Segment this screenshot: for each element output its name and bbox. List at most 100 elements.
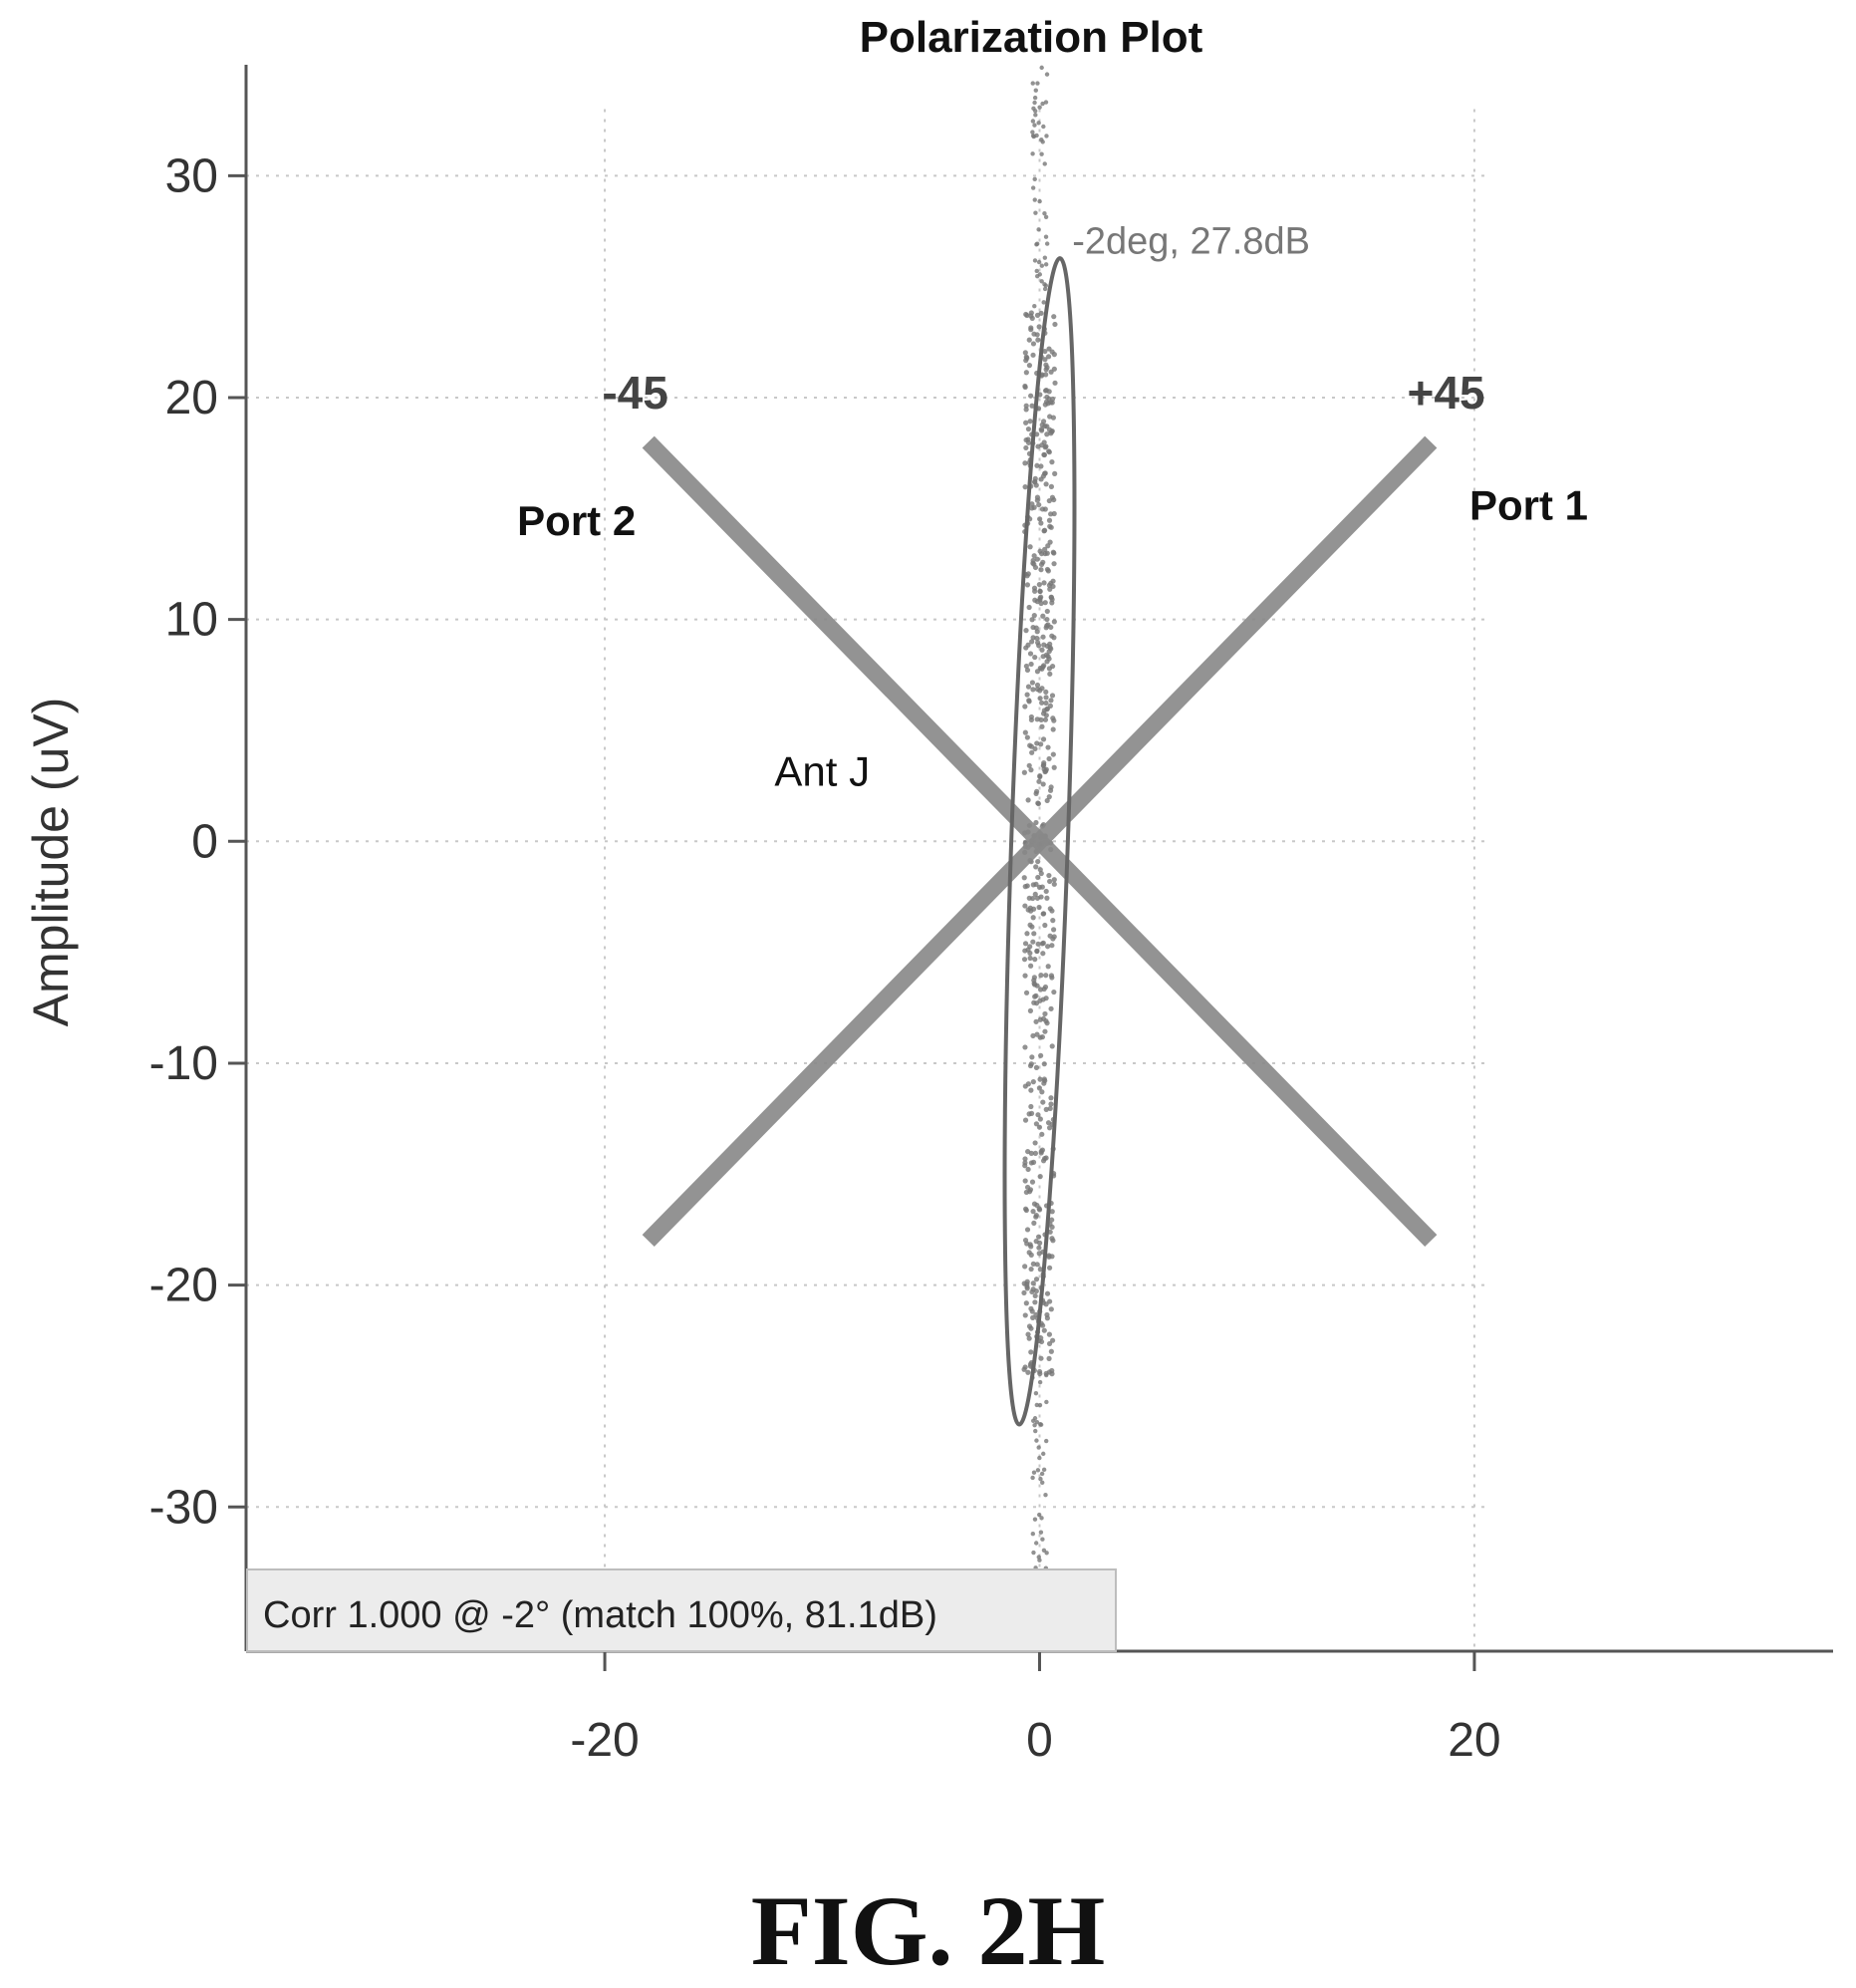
scatter-point — [1035, 858, 1041, 865]
scatter-point — [1051, 366, 1057, 372]
scatter-point — [1030, 895, 1036, 902]
scatter-point — [1039, 1516, 1044, 1521]
scatter-point — [1040, 1099, 1046, 1105]
scatter-point — [1022, 384, 1028, 391]
scatter-point — [1034, 1031, 1040, 1037]
scatter-point — [1051, 989, 1057, 995]
scatter-point — [1034, 629, 1040, 635]
scatter-point — [1025, 797, 1031, 803]
scatter-point — [1046, 1254, 1052, 1260]
scatter-point — [1025, 684, 1032, 690]
scatter-point — [1039, 700, 1045, 706]
annotation-port-2: Port 2 — [517, 497, 636, 544]
scatter-point — [1043, 234, 1049, 239]
scatter-point — [1038, 1530, 1044, 1535]
scatter-point — [1032, 123, 1037, 128]
scatter-point — [1035, 800, 1042, 807]
scatter-point — [1028, 1244, 1034, 1250]
scatter-point — [1037, 987, 1044, 993]
scatter-point — [1028, 713, 1034, 720]
scatter-point — [1024, 931, 1030, 937]
scatter-point — [1044, 608, 1050, 615]
y-tick-label: -10 — [149, 1037, 218, 1090]
scatter-point — [1043, 399, 1050, 405]
y-tick-label: -20 — [149, 1260, 218, 1312]
scatter-point — [1024, 734, 1030, 740]
scatter-point — [1035, 874, 1041, 881]
polarization-ellipse — [1002, 256, 1077, 1427]
scatter-point — [1043, 262, 1049, 267]
scatter-point — [1037, 1558, 1042, 1562]
y-tick-label: 20 — [165, 372, 218, 425]
scatter-point — [1038, 463, 1044, 469]
scatter-point — [1039, 279, 1044, 284]
scatter-point — [1031, 1470, 1037, 1475]
scatter-point — [1039, 1131, 1045, 1137]
scatter-point — [1036, 1085, 1043, 1091]
scatter-point — [1032, 1517, 1038, 1522]
scatter-point — [1023, 990, 1030, 995]
scatter-point — [1036, 121, 1041, 126]
scatter-point — [1030, 134, 1036, 139]
scatter-point — [1030, 151, 1035, 156]
scatter-point — [1042, 1010, 1048, 1017]
scatter-point — [1042, 600, 1048, 606]
scatter-point — [1038, 716, 1044, 723]
scatter-point — [1051, 877, 1057, 883]
scatter-point — [1032, 1422, 1037, 1428]
scatter-point — [1043, 689, 1049, 696]
scatter-point — [1034, 788, 1040, 794]
scatter-point — [1043, 768, 1049, 774]
scatter-point — [1037, 1379, 1043, 1385]
scatter-point — [1038, 1422, 1044, 1427]
scatter-point — [1024, 883, 1030, 889]
scatter-point — [1050, 927, 1057, 933]
scatter-point — [1022, 1156, 1028, 1162]
scatter-point — [1044, 797, 1050, 804]
scatter-point — [1039, 151, 1044, 156]
scatter-point — [1043, 367, 1049, 373]
scatter-point — [1022, 704, 1028, 710]
scatter-point — [1022, 1117, 1029, 1123]
scatter-point — [1026, 1250, 1032, 1256]
scatter-point — [1036, 259, 1042, 265]
scatter-point — [1029, 617, 1035, 623]
scatter-point — [1036, 324, 1042, 330]
scatter-point — [1032, 176, 1037, 182]
scatter-point — [1031, 906, 1037, 912]
scatter-point — [1041, 300, 1046, 305]
scatter-point — [1033, 113, 1038, 118]
scatter-point — [1043, 372, 1049, 378]
scatter-point — [1050, 726, 1056, 732]
scatter-point — [1039, 1471, 1045, 1477]
scatter-point — [1041, 528, 1047, 534]
scatter-point — [1033, 1064, 1040, 1070]
scatter-point — [1023, 1300, 1029, 1306]
x-tick-label: -20 — [570, 1714, 639, 1767]
scatter-point — [1026, 363, 1033, 369]
scatter-point — [1037, 1076, 1043, 1082]
scatter-point — [1021, 875, 1027, 881]
scatter-point — [1051, 881, 1057, 887]
scatter-point — [1039, 263, 1045, 268]
scatter-point — [1045, 744, 1051, 750]
scatter-point — [1038, 310, 1044, 316]
scatter-point — [1038, 476, 1044, 482]
scatter-point — [1028, 1087, 1034, 1093]
scatter-point — [1030, 1280, 1036, 1286]
grid — [246, 109, 1485, 1651]
scatter-point — [1027, 1189, 1033, 1195]
scatter-point — [1028, 1160, 1034, 1166]
scatter-point — [1037, 688, 1043, 694]
scatter-point — [1024, 1241, 1030, 1247]
scatter-point — [1037, 198, 1042, 204]
scatter-point — [1028, 767, 1034, 773]
scatter-point — [1040, 1480, 1045, 1485]
info-box-text: Corr 1.000 @ -2° (match 100%, 81.1dB) — [263, 1594, 937, 1636]
scatter-point — [1042, 922, 1048, 929]
scatter-point — [1040, 951, 1046, 957]
scatter-point — [1032, 304, 1037, 309]
scatter-point — [1034, 556, 1040, 562]
scatter-point — [1022, 1083, 1028, 1089]
y-tick-label: -30 — [149, 1481, 218, 1534]
